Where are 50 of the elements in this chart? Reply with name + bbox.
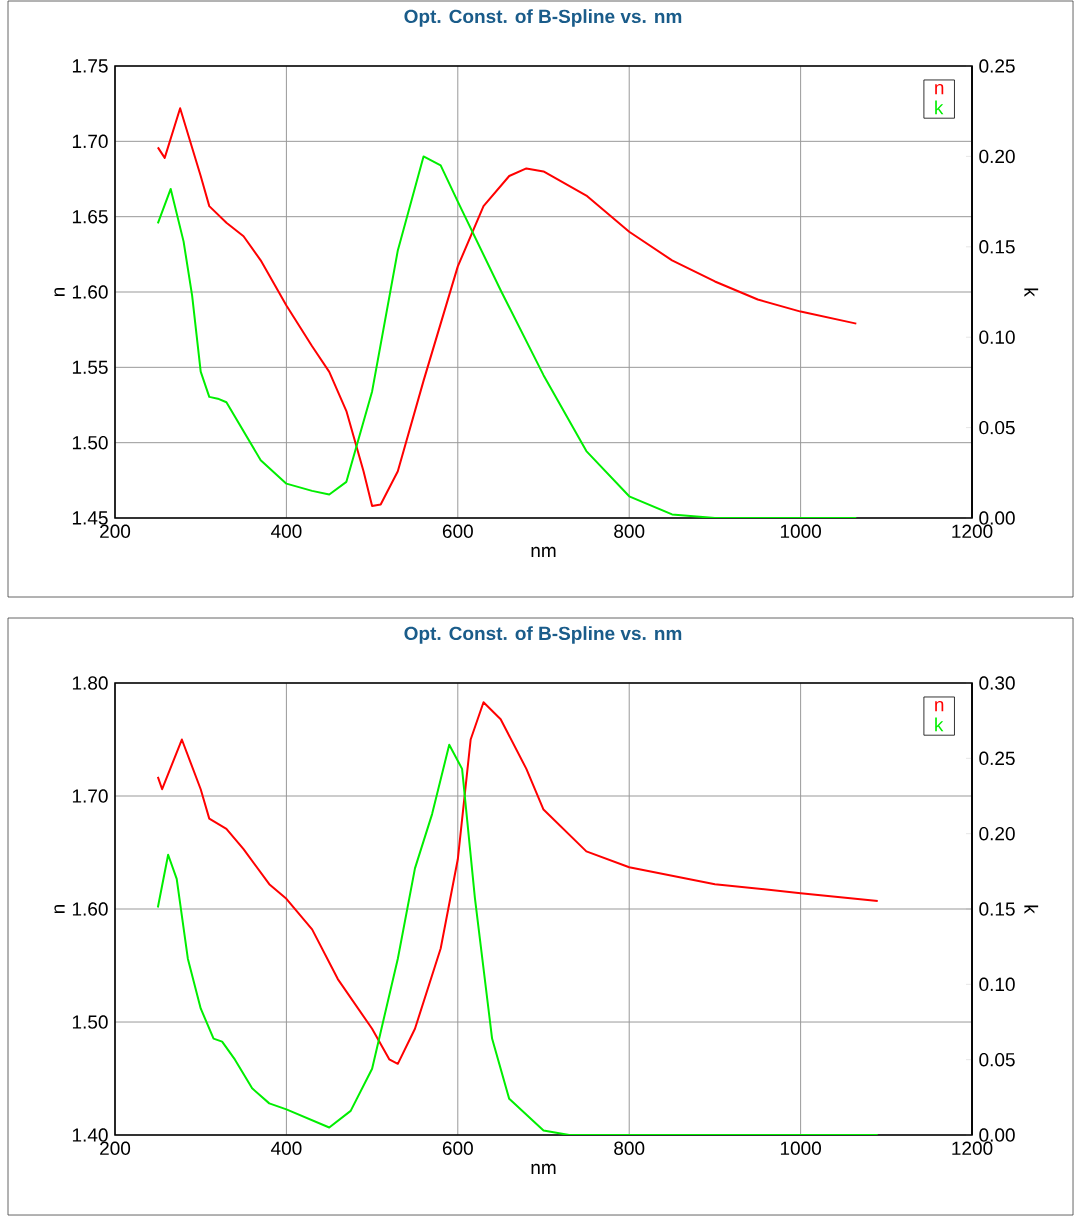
x-axis-title: nm (531, 546, 556, 558)
y2-tick-label: 0.30 (979, 676, 1015, 690)
x-tick-label: 1200 (952, 524, 993, 538)
y2-axis-title: k (1024, 905, 1039, 914)
x-tick-label: 200 (100, 1141, 131, 1155)
chart-title: Opt. Const. of B-Spline vs. nm (404, 9, 682, 27)
line-series (156, 701, 879, 1065)
x-tick-label: 1200 (952, 1141, 993, 1155)
y2-tick-label: 0.25 (979, 751, 1015, 766)
x-tick-label: 800 (614, 1141, 645, 1155)
y2-tick-label: 0.00 (979, 511, 1015, 525)
y2-tick-label: 0.15 (979, 902, 1015, 916)
y-tick-label: 1.55 (72, 360, 108, 374)
y2-axis-title: k (1024, 288, 1039, 297)
x-tick-label: 200 (100, 524, 131, 538)
y-tick-label: 1.45 (72, 511, 108, 525)
y2-tick-label: 0.20 (979, 826, 1015, 841)
x-axis-title: nm (531, 1163, 556, 1175)
y2-tick-label: 0.05 (979, 420, 1015, 435)
x-tick-label: 600 (442, 1141, 473, 1155)
y-tick-label: 1.60 (72, 902, 108, 916)
y2-tick-label: 0.15 (979, 240, 1015, 254)
y2-tick-label: 0.05 (979, 1052, 1015, 1067)
y2-tick-label: 0.10 (979, 330, 1015, 344)
y2-tick-label: 0.10 (979, 977, 1015, 992)
x-tick-label: 1000 (780, 524, 821, 538)
text: n (935, 83, 944, 95)
y-tick-label: 1.70 (72, 789, 108, 803)
y-tick-label: 1.40 (72, 1128, 108, 1142)
x-tick-label: 800 (614, 524, 645, 538)
x-tick-label: 400 (270, 524, 302, 538)
y2-tick-label: 0.25 (979, 59, 1015, 73)
x-tick-label: 400 (270, 1141, 302, 1155)
y-axis-title: n (54, 904, 65, 914)
y-tick-label: 1.50 (72, 435, 108, 450)
text: k (935, 717, 944, 732)
y2-tick-label: 0.00 (979, 1128, 1015, 1142)
text: k (935, 100, 944, 115)
y-axis-title: n (54, 287, 65, 297)
y-tick-label: 1.60 (72, 285, 108, 299)
text: n (935, 700, 944, 712)
y-tick-label: 1.50 (72, 1015, 108, 1029)
y-tick-label: 1.65 (72, 209, 108, 224)
y2-tick-label: 0.20 (979, 149, 1015, 164)
y-tick-label: 1.80 (72, 676, 108, 690)
y-tick-label: 1.75 (72, 59, 108, 73)
x-tick-label: 1000 (780, 1141, 821, 1155)
chart-title: Opt. Const. of B-Spline vs. nm (404, 626, 682, 644)
x-tick-label: 600 (442, 524, 473, 538)
y-tick-label: 1.70 (72, 134, 108, 149)
